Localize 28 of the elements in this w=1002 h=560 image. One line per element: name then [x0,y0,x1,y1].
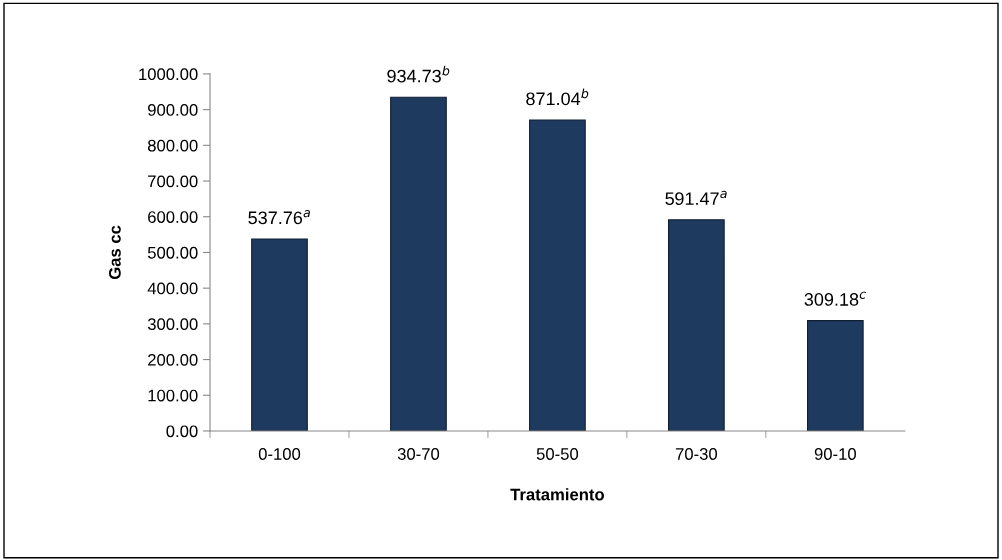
y-tick-label: 0.00 [166,425,198,438]
x-tick-label: 30-70 [397,448,440,460]
bar [390,96,447,431]
y-tick-label: 500.00 [147,246,198,259]
y-tick-label: 1000.00 [139,68,198,81]
x-tick-label: 90-10 [814,448,856,460]
x-tick-label: 0-100 [258,448,301,460]
bar [668,219,725,431]
y-tick-label: 400.00 [147,282,198,295]
y-tick-label: 100.00 [148,389,198,402]
data-label: 537.76$^{a}$ [248,210,310,225]
data-label: 591.47$^{a}$ [665,190,727,206]
bar [529,119,586,431]
y-tick-label: 200.00 [148,353,198,366]
x-axis-title: Tratamiento [510,488,604,501]
y-tick-label: 800.00 [147,139,198,152]
data-label: 934.73$^{b}$ [387,65,450,83]
bar [251,238,308,431]
y-axis-title: Gas cc [108,225,121,280]
x-tick-label: 70-30 [675,448,718,460]
y-tick-label: 600.00 [148,211,198,223]
y-tick-label: 700.00 [148,175,198,188]
y-tick-label: 300.00 [147,318,198,331]
data-label: 309.18$^{c}$ [804,291,866,306]
x-tick-label: 50-50 [536,448,579,460]
y-tick-label: 900.00 [148,104,198,116]
data-label: 871.04$^{b}$ [526,88,589,106]
bar [806,320,864,431]
